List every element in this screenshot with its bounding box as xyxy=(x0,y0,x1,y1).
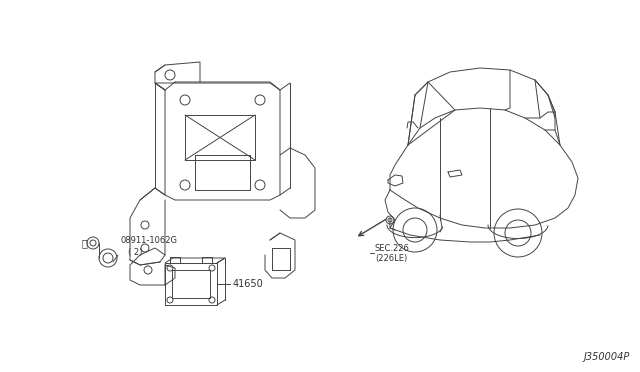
Text: J350004P: J350004P xyxy=(584,352,630,362)
Text: ( 2): ( 2) xyxy=(128,247,142,257)
Text: Ⓝ: Ⓝ xyxy=(81,238,87,248)
Text: (226LE): (226LE) xyxy=(375,253,407,263)
Text: 08911-1062G: 08911-1062G xyxy=(120,235,177,244)
Text: SEC.226: SEC.226 xyxy=(375,244,410,253)
Text: 41650: 41650 xyxy=(233,279,264,289)
